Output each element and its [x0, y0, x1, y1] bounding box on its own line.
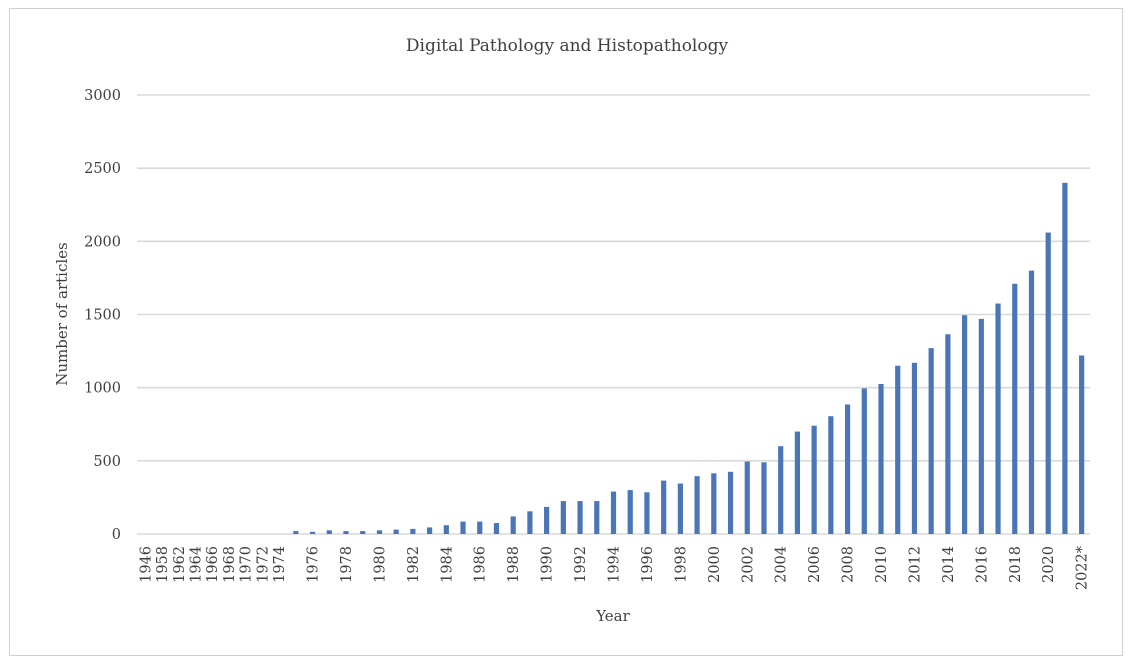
- x-tick-label-1988: 1988: [506, 546, 522, 583]
- bar-1991: [560, 501, 566, 534]
- x-tick-label-2016: 2016: [974, 546, 990, 583]
- bar-2021: [1062, 182, 1068, 535]
- bar-2008: [844, 404, 851, 534]
- x-tick-label-1972: 1972: [255, 546, 271, 583]
- chart-title: Digital Pathology and Histopathology: [406, 36, 729, 56]
- bar-2019: [1028, 270, 1035, 534]
- bar-2014: [945, 334, 951, 534]
- x-tick-label-1968: 1968: [222, 546, 238, 583]
- x-tick-label-2012: 2012: [907, 546, 923, 583]
- x-tick-label-1986: 1986: [473, 546, 489, 583]
- x-tick-label-1990: 1990: [540, 546, 556, 583]
- x-tick-label-1996: 1996: [640, 546, 656, 583]
- bar-2017: [995, 303, 1001, 534]
- bar-2003: [761, 462, 767, 534]
- bar-2007: [828, 416, 834, 534]
- bar-2001: [727, 471, 734, 534]
- y-tick-label-500: 500: [93, 454, 121, 470]
- bar-1987: [493, 523, 500, 534]
- x-tick-label-1974: 1974: [272, 546, 288, 583]
- y-tick-label-3000: 3000: [84, 88, 121, 104]
- bar-2022*: [1079, 355, 1085, 534]
- x-tick-label-2018: 2018: [1008, 546, 1024, 583]
- x-tick-label-2022*: 2022*: [1075, 545, 1091, 590]
- bar-1983: [426, 527, 433, 534]
- x-tick-label-2020: 2020: [1041, 546, 1057, 583]
- bar-2013: [928, 348, 934, 534]
- bar-1980: [376, 530, 383, 534]
- chart-frame: [9, 8, 1123, 656]
- bar-1994: [610, 491, 617, 534]
- bar-1975: [293, 531, 299, 534]
- y-tick-label-1000: 1000: [84, 381, 121, 397]
- x-tick-label-1958: 1958: [155, 546, 171, 583]
- x-tick-label-2014: 2014: [941, 546, 957, 583]
- x-axis-title: Year: [595, 607, 630, 625]
- bar-2011: [895, 365, 901, 534]
- x-tick-label-1982: 1982: [406, 546, 422, 583]
- bar-2012: [911, 362, 918, 534]
- y-tick-label-0: 0: [112, 527, 121, 543]
- x-tick-label-1998: 1998: [673, 546, 689, 583]
- bar-1985: [460, 521, 466, 534]
- x-tick-label-1976: 1976: [306, 546, 322, 583]
- y-tick-label-1500: 1500: [84, 308, 121, 324]
- bar-1988: [510, 516, 516, 534]
- bar-1979: [360, 531, 366, 534]
- x-tick-label-2004: 2004: [774, 546, 790, 583]
- x-tick-label-2002: 2002: [740, 546, 756, 583]
- bar-2018: [1012, 283, 1018, 534]
- bar-1986: [477, 521, 483, 534]
- bar-2009: [861, 388, 867, 534]
- bar-1978: [343, 531, 349, 534]
- x-tick-label-1962: 1962: [172, 546, 188, 583]
- bar-1998: [677, 483, 683, 534]
- bar-2020: [1045, 232, 1051, 534]
- bar-2000: [711, 473, 717, 534]
- bar-1999: [694, 476, 700, 534]
- bar-1977: [326, 530, 332, 534]
- bar-2004: [778, 446, 784, 534]
- bar-2005: [794, 431, 801, 534]
- bar-1993: [594, 501, 600, 534]
- bar-1981: [393, 529, 399, 534]
- x-tick-label-1964: 1964: [189, 546, 205, 583]
- bar-2016: [978, 318, 984, 534]
- x-tick-label-2000: 2000: [707, 546, 723, 583]
- bar-1996: [644, 492, 650, 534]
- bar-2015: [962, 315, 968, 534]
- x-tick-label-2008: 2008: [841, 546, 857, 583]
- x-tick-label-1966: 1966: [205, 546, 221, 583]
- x-tick-label-1984: 1984: [439, 546, 455, 583]
- x-tick-label-1970: 1970: [239, 546, 255, 583]
- bar-1995: [627, 490, 633, 534]
- bar-1982: [410, 528, 416, 534]
- x-tick-label-2010: 2010: [874, 546, 890, 583]
- y-tick-label-2000: 2000: [84, 234, 121, 250]
- x-tick-label-1980: 1980: [372, 546, 388, 583]
- bar-2006: [811, 425, 817, 534]
- bar-2010: [878, 384, 884, 534]
- bar-1989: [527, 511, 533, 534]
- bar-1992: [577, 501, 583, 534]
- x-tick-label-1992: 1992: [573, 546, 589, 583]
- bar-2002: [744, 461, 750, 534]
- bar-1984: [443, 525, 449, 534]
- bar-1997: [661, 480, 667, 534]
- x-tick-label-2006: 2006: [807, 546, 823, 583]
- x-tick-label-1946: 1946: [138, 546, 154, 583]
- bar-1990: [544, 506, 550, 534]
- bar-1976: [309, 531, 316, 534]
- y-tick-label-2500: 2500: [84, 161, 121, 177]
- x-tick-label-1994: 1994: [607, 546, 623, 583]
- x-tick-label-1978: 1978: [339, 546, 355, 583]
- y-axis-title: Number of articles: [53, 242, 71, 386]
